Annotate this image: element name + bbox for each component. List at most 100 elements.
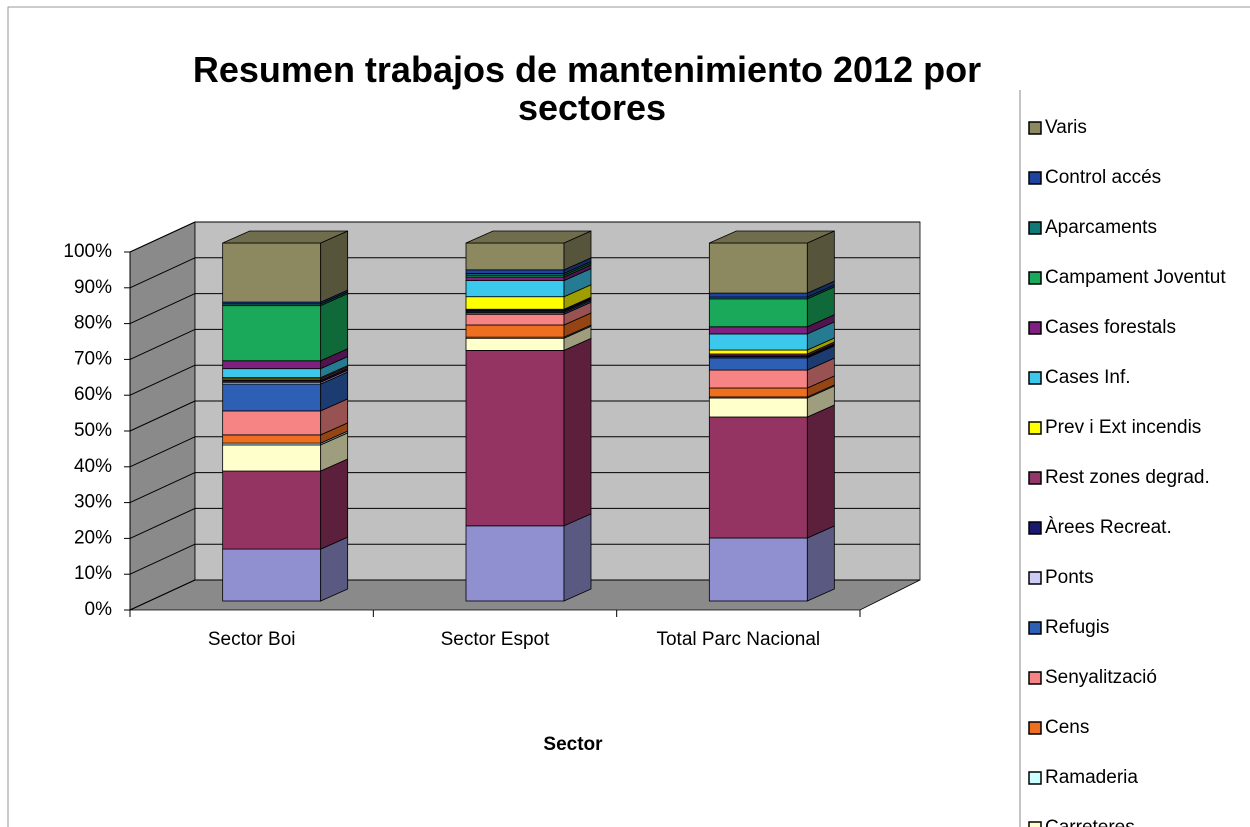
x-tick-label: Total Parc Nacional: [656, 629, 820, 650]
legend-swatch: [1028, 771, 1042, 785]
bar-segment: [222, 470, 322, 550]
bar-segment: [465, 324, 565, 338]
legend-swatch: [1028, 421, 1042, 435]
bar-top: [222, 230, 348, 244]
y-tick-label: 70%: [74, 348, 112, 369]
bar-segment-side: [563, 513, 592, 602]
bar-segment: [708, 349, 808, 355]
bar-segment-side: [563, 337, 592, 527]
bar-segment: [708, 333, 808, 351]
bar-segment: [222, 548, 322, 602]
grid-line: [129, 293, 196, 325]
bar-segment: [465, 349, 565, 527]
bar-segment: [708, 537, 808, 602]
legend-swatch: [1028, 571, 1042, 585]
legend-label: Prev i Ext incendis: [1045, 417, 1201, 438]
grid-line: [129, 328, 196, 360]
legend-label: Cens: [1045, 717, 1089, 738]
bar-segment: [465, 296, 565, 310]
legend-swatch: [1028, 821, 1042, 827]
legend-label: Ponts: [1045, 567, 1094, 588]
legend-label: Cases Inf.: [1045, 367, 1131, 388]
chart-border: [7, 6, 1250, 827]
y-tick-label: 90%: [74, 277, 112, 298]
grid-line: [129, 436, 196, 468]
legend-label: Aparcaments: [1045, 217, 1157, 238]
bar-segment-side: [320, 230, 349, 303]
grid-line: [129, 472, 196, 504]
legend-swatch: [1028, 321, 1042, 335]
y-tick-label: 80%: [74, 313, 112, 334]
bar-segment: [708, 292, 808, 298]
legend-label: Control accés: [1045, 167, 1161, 188]
bar-segment: [465, 525, 565, 602]
legend-label: Ramaderia: [1045, 767, 1138, 788]
bar-segment: [708, 357, 808, 371]
bar-segment: [708, 369, 808, 389]
bar-segment-side: [806, 525, 835, 602]
bar-segment: [222, 434, 322, 444]
legend-label: Cases forestals: [1045, 317, 1176, 338]
bar-top: [709, 230, 835, 244]
y-tick-label: 20%: [74, 527, 112, 548]
grid-line: [129, 221, 196, 253]
grid-line: [129, 579, 196, 611]
bar-segment: [222, 444, 322, 472]
grid-line: [129, 364, 196, 396]
legend-swatch: [1028, 121, 1042, 135]
grid-line: [129, 543, 196, 575]
grid-line: [129, 400, 196, 432]
bar-segment: [465, 280, 565, 298]
bar-segment: [222, 368, 322, 379]
bar-segment: [222, 242, 322, 303]
bar-segment: [708, 242, 808, 294]
legend-swatch: [1028, 271, 1042, 285]
legend-swatch: [1028, 621, 1042, 635]
bar-segment-side: [320, 458, 349, 550]
legend-label: Àrees Recreat.: [1045, 517, 1172, 538]
legend-label: Refugis: [1045, 617, 1109, 638]
legend-label: Carreteres: [1045, 817, 1135, 827]
bar-segment: [465, 269, 565, 274]
legend-label: Rest zones degrad.: [1045, 467, 1210, 488]
y-tick-label: 50%: [74, 420, 112, 441]
grid-line: [129, 507, 196, 539]
bar-segment: [222, 383, 322, 412]
legend-swatch: [1028, 221, 1042, 235]
bar-segment: [465, 313, 565, 326]
legend-swatch: [1028, 521, 1042, 535]
y-tick-label: 100%: [63, 241, 112, 262]
y-tick-label: 60%: [74, 384, 112, 405]
x-tick-label: Sector Boi: [208, 629, 296, 650]
y-tick-label: 30%: [74, 492, 112, 513]
x-axis-title: Sector: [543, 734, 603, 755]
y-tick-label: 40%: [74, 456, 112, 477]
bar-segment: [708, 387, 808, 398]
chart-title: Resumen trabajos de mantenimiento 2012 p…: [193, 49, 991, 128]
bar-segment-side: [806, 404, 835, 539]
legend-swatch: [1028, 671, 1042, 685]
bar-segment: [708, 397, 808, 418]
legend-label: Senyalització: [1045, 667, 1157, 688]
legend-swatch: [1028, 371, 1042, 385]
legend-label: Campament Joventut: [1045, 267, 1226, 288]
y-tick-label: 0%: [85, 599, 113, 620]
bar-segment: [708, 298, 808, 328]
legend-swatch: [1028, 171, 1042, 185]
bar-segment: [708, 416, 808, 539]
bar-segment: [222, 410, 322, 436]
legend-label: Varis: [1045, 117, 1087, 138]
bar-segment: [222, 360, 322, 370]
y-tick-label: 10%: [74, 563, 112, 584]
bar-segment: [465, 276, 565, 281]
x-tick-label: Sector Espot: [441, 629, 550, 650]
bar-top: [465, 230, 592, 244]
legend-swatch: [1028, 471, 1042, 485]
grid-line: [129, 257, 196, 289]
bar-segment: [708, 326, 808, 335]
legend-swatch: [1028, 721, 1042, 735]
bar-segment: [465, 337, 565, 351]
bar-segment: [222, 305, 322, 362]
bar-segment: [465, 242, 565, 271]
